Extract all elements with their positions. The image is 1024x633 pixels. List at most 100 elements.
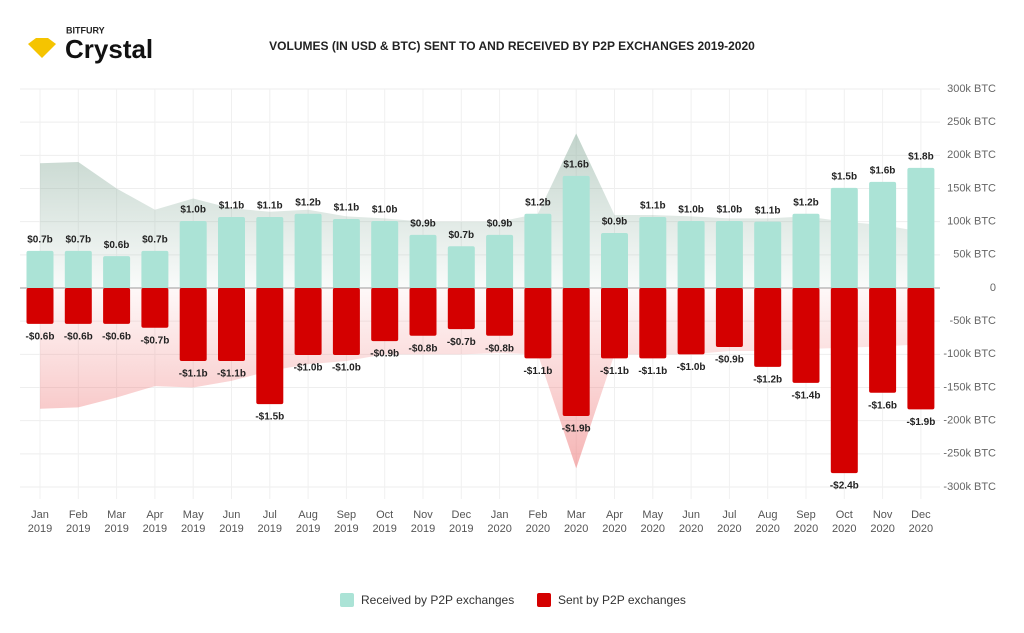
x-tick-label: Nov 2019 xyxy=(410,509,436,535)
bar xyxy=(332,288,360,355)
legend-label: Sent by P2P exchanges xyxy=(558,593,686,607)
y-tick-label: -150k BTC xyxy=(943,381,996,393)
value-label: $1.1b xyxy=(640,201,666,212)
value-label: $1.1b xyxy=(334,203,360,214)
bar xyxy=(754,221,782,288)
y-tick-label: 50k BTC xyxy=(953,249,996,261)
x-tick-label: Sep 2019 xyxy=(334,509,359,535)
value-label: $0.9b xyxy=(410,219,436,230)
value-label: -$0.9b xyxy=(370,349,399,360)
x-tick-label: Jun 2020 xyxy=(678,509,704,535)
value-label: -$1.1b xyxy=(179,369,208,380)
brand: BITFURY xyxy=(66,25,105,35)
bar xyxy=(26,288,54,324)
value-label: $0.7b xyxy=(449,230,475,241)
value-label: $1.2b xyxy=(793,197,819,208)
value-label: -$1.0b xyxy=(294,363,323,374)
bar xyxy=(103,288,131,324)
value-label: $1.1b xyxy=(755,205,781,216)
bar xyxy=(218,217,245,288)
value-label: -$0.7b xyxy=(140,335,169,346)
value-label: -$1.9b xyxy=(562,424,591,435)
logo-icon xyxy=(28,38,56,58)
bar xyxy=(639,288,667,359)
bar xyxy=(26,250,54,288)
y-tick-label: 250k BTC xyxy=(947,116,996,128)
value-label: $1.2b xyxy=(525,197,551,208)
y-tick-label: -300k BTC xyxy=(943,481,996,493)
bar xyxy=(486,234,514,288)
legend-label: Received by P2P exchanges xyxy=(361,593,514,607)
y-tick-label: -50k BTC xyxy=(950,315,997,327)
x-tick-label: Nov 2020 xyxy=(870,509,895,535)
value-label: -$2.4b xyxy=(830,481,859,492)
value-label: $0.9b xyxy=(602,217,628,228)
x-tick-label: Aug 2019 xyxy=(295,509,321,535)
bar xyxy=(486,288,514,336)
value-label: -$0.7b xyxy=(447,337,476,348)
bar xyxy=(294,288,322,355)
bar xyxy=(332,219,360,288)
bar xyxy=(218,288,245,361)
x-tick-label: Sep 2020 xyxy=(793,509,819,535)
x-tick-label: Mar 2019 xyxy=(104,509,129,535)
value-label: -$1.5b xyxy=(255,412,284,423)
x-tick-label: Jan 2019 xyxy=(27,509,53,535)
bar xyxy=(371,221,399,288)
value-label: $1.5b xyxy=(832,171,858,182)
value-label: $0.7b xyxy=(66,234,92,245)
x-tick-label: Mar 2020 xyxy=(563,509,589,535)
value-label: $1.0b xyxy=(180,205,206,216)
legend-swatch xyxy=(537,593,551,607)
bar xyxy=(64,288,92,324)
value-label: $1.0b xyxy=(678,205,704,216)
y-tick-label: 300k BTC xyxy=(947,83,996,95)
bar xyxy=(677,288,705,355)
value-label: $0.9b xyxy=(487,219,513,230)
background-area xyxy=(40,133,921,288)
value-label: $0.7b xyxy=(27,234,53,245)
value-label: $1.6b xyxy=(563,160,589,171)
bar xyxy=(792,288,820,383)
bar xyxy=(447,288,475,330)
bar xyxy=(869,181,897,288)
y-tick-label: 150k BTC xyxy=(947,182,996,194)
bar xyxy=(601,232,628,288)
value-label: $1.0b xyxy=(717,205,743,216)
value-label: -$1.1b xyxy=(638,366,667,377)
bar xyxy=(601,288,628,359)
value-label: -$1.4b xyxy=(792,390,821,401)
value-label: $1.8b xyxy=(908,152,934,163)
x-tick-label: Feb 2020 xyxy=(525,509,551,535)
value-label: $1.0b xyxy=(372,205,398,216)
y-tick-label: 100k BTC xyxy=(947,216,996,228)
bar xyxy=(830,187,858,288)
bar xyxy=(294,213,322,288)
value-label: -$1.9b xyxy=(906,417,935,428)
chart-title: VOLUMES (IN USD & BTC) SENT TO AND RECEI… xyxy=(269,39,755,53)
x-tick-label: Oct 2020 xyxy=(832,509,857,535)
bar xyxy=(754,288,782,367)
bar xyxy=(715,288,743,348)
value-label: $1.2b xyxy=(295,197,321,208)
y-tick-label: -100k BTC xyxy=(943,348,996,360)
value-label: $0.7b xyxy=(142,234,168,245)
x-tick-label: Dec 2019 xyxy=(449,509,474,535)
bar xyxy=(141,250,169,288)
value-label: -$0.8b xyxy=(485,343,514,354)
value-label: $1.1b xyxy=(257,201,283,212)
bar xyxy=(179,221,207,288)
x-tick-label: Oct 2019 xyxy=(372,509,397,535)
y-tick-label: 0 xyxy=(990,282,996,294)
product: Crystal xyxy=(65,34,153,64)
value-label: $1.6b xyxy=(870,166,896,177)
value-label: -$1.1b xyxy=(217,369,246,380)
x-tick-label: Apr 2020 xyxy=(602,509,627,535)
value-label: -$0.6b xyxy=(26,331,55,342)
value-label: -$0.6b xyxy=(64,331,93,342)
value-label: -$1.6b xyxy=(868,400,897,411)
bar xyxy=(409,288,437,336)
x-tick-label: Jun 2019 xyxy=(219,509,244,535)
